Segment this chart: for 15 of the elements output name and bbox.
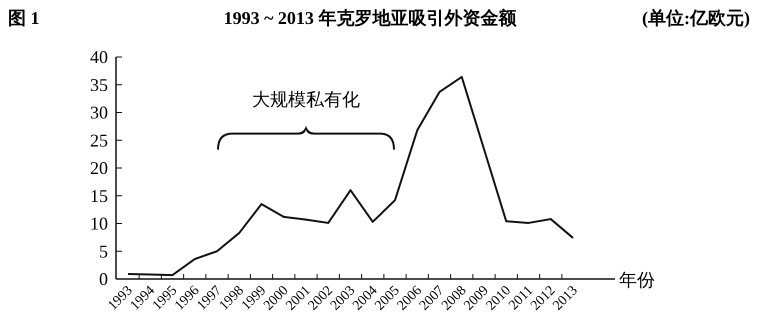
y-tick-label: 20 [90,158,108,178]
caption: 图 1 [8,8,40,28]
y-tick-label: 35 [90,74,108,95]
y-tick-label: 30 [90,102,108,122]
line-series [127,76,574,276]
y-tick-label: 0 [99,269,108,289]
y-tick-label: 25 [90,130,108,150]
y-tick-label: 15 [90,186,108,206]
y-tick-label: 5 [99,241,108,262]
chart-title: 1993 ~ 2013 年克罗地亚吸引外资金额 [224,8,518,28]
x-axis-title: 年份 [619,270,655,290]
text: (单位:亿欧元) [642,8,750,28]
y-tick-label: 10 [90,214,108,234]
annotation: 大规模私有化 [252,90,360,111]
y-tick-label: 40 [90,47,108,67]
